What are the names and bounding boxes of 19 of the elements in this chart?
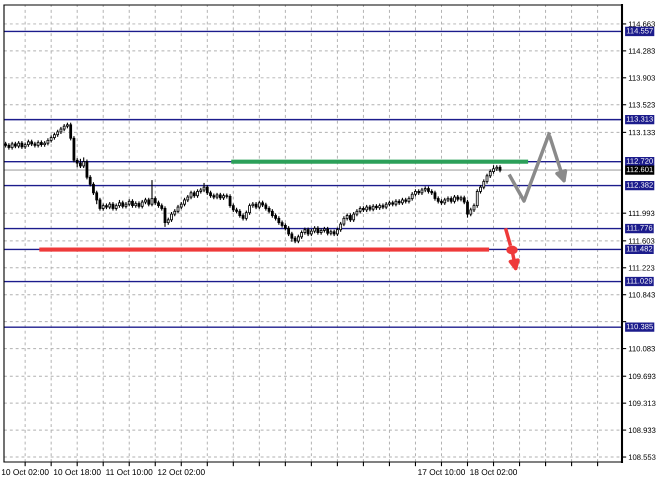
- candlestick: [352, 211, 356, 222]
- candlestick: [202, 182, 206, 193]
- candlestick: [206, 184, 209, 196]
- candlestick: [228, 194, 232, 208]
- candlestick: [476, 188, 479, 208]
- x-tick-label: 10 Oct 18:00: [54, 469, 101, 476]
- candlestick: [495, 164, 498, 172]
- candlestick: [434, 190, 436, 202]
- x-tick-label: 12 Oct 02:00: [158, 469, 205, 476]
- candlestick: [164, 206, 166, 228]
- x-tick-label: 18 Oct 02:00: [470, 469, 518, 476]
- candlestick: [150, 180, 154, 207]
- candlestick: [79, 158, 82, 169]
- candlestick: [170, 211, 173, 222]
- x-tick-label: 10 Oct 02:00: [2, 469, 49, 476]
- x-tick-label: 11 Oct 10:00: [106, 469, 152, 476]
- candlestick: [466, 199, 469, 218]
- x-tick-label: 17 Oct 10:00: [418, 469, 466, 476]
- candlestick: [398, 198, 401, 206]
